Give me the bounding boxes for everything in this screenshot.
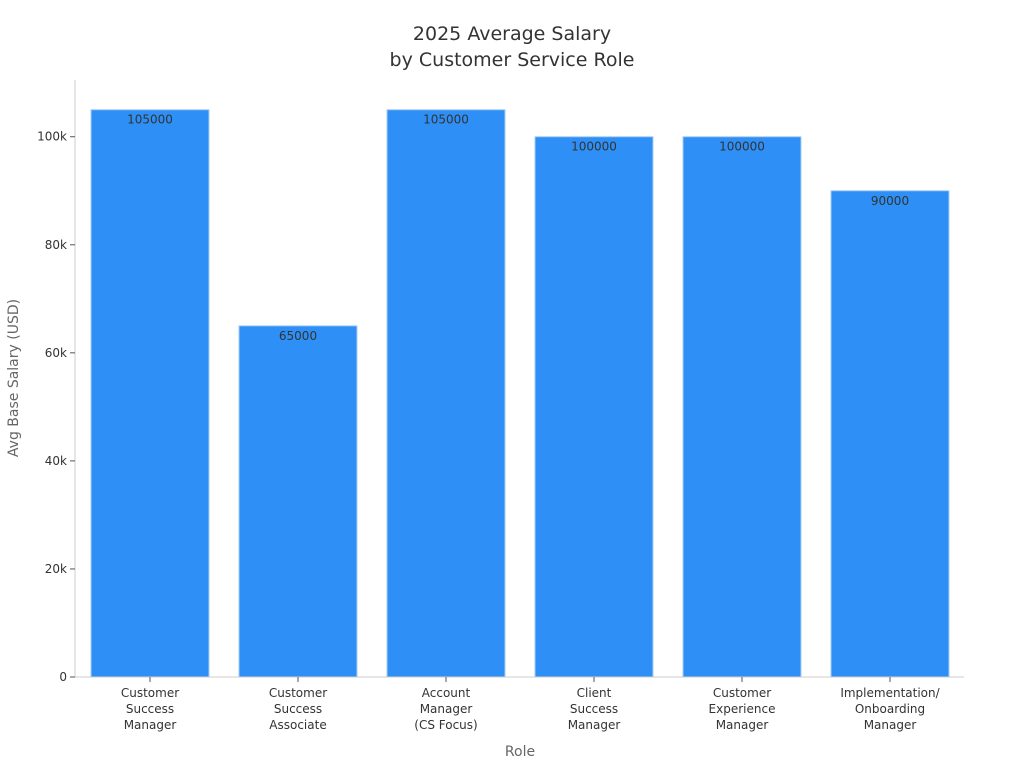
y-tick-label-1: 20k — [45, 562, 67, 576]
x-tick-label-3-1: Success — [570, 702, 618, 716]
bar-2 — [386, 109, 506, 678]
x-tick-label-0-2: Manager — [124, 718, 177, 732]
data-label-1: 65000 — [279, 329, 317, 343]
bar-5 — [830, 190, 950, 678]
y-ticks-layer: 0 20k 40k 60k 80k 100k — [37, 130, 75, 684]
chart-title-line-1: 2025 Average Salary — [413, 23, 611, 45]
bar-3 — [534, 136, 654, 678]
y-tick-label-3: 60k — [45, 346, 67, 360]
x-tick-label-1-0: Customer — [269, 686, 327, 700]
x-tick-label-4-2: Manager — [716, 718, 769, 732]
x-tick-label-0-0: Customer — [121, 686, 179, 700]
x-tick-label-0-1: Success — [126, 702, 174, 716]
x-ticks-layer: Customer Success Manager Customer Success Ass… — [121, 677, 941, 732]
x-tick-label-2-0: Account — [422, 686, 471, 700]
data-label-4: 100000 — [719, 140, 765, 154]
axes-layer — [74, 80, 964, 678]
y-axis-label: Avg Base Salary (USD) — [6, 299, 22, 457]
bar-1 — [238, 325, 358, 678]
x-tick-label-3-0: Client — [577, 686, 612, 700]
x-tick-label-5-2: Manager — [864, 718, 917, 732]
data-label-0: 105000 — [127, 113, 173, 127]
x-tick-label-1-1: Success — [274, 702, 322, 716]
x-tick-label-5-0: Implementation/ — [840, 686, 940, 700]
y-tick-label-4: 80k — [45, 238, 67, 252]
bars-layer — [90, 109, 950, 678]
x-tick-label-2-2: (CS Focus) — [414, 718, 477, 732]
x-tick-label-2-1: Manager — [420, 702, 473, 716]
y-tick-label-0: 0 — [59, 670, 67, 684]
x-tick-label-4-0: Customer — [713, 686, 771, 700]
chart-title: 2025 Average Salary by Customer Service … — [390, 23, 635, 71]
bar-0 — [90, 109, 210, 678]
data-label-2: 105000 — [423, 113, 469, 127]
x-tick-label-5-1: Onboarding — [855, 702, 925, 716]
y-tick-label-5: 100k — [37, 130, 67, 144]
y-tick-label-2: 40k — [45, 454, 67, 468]
bar-4 — [682, 136, 802, 678]
x-tick-label-4-1: Experience — [709, 702, 776, 716]
x-axis-label: Role — [505, 744, 535, 760]
chart-title-line-2: by Customer Service Role — [390, 49, 635, 71]
x-tick-label-3-2: Manager — [568, 718, 621, 732]
data-labels-layer: 105000 65000 105000 100000 100000 90000 — [127, 113, 909, 343]
x-tick-label-1-2: Associate — [269, 718, 326, 732]
data-label-5: 90000 — [871, 194, 909, 208]
data-label-3: 100000 — [571, 140, 617, 154]
